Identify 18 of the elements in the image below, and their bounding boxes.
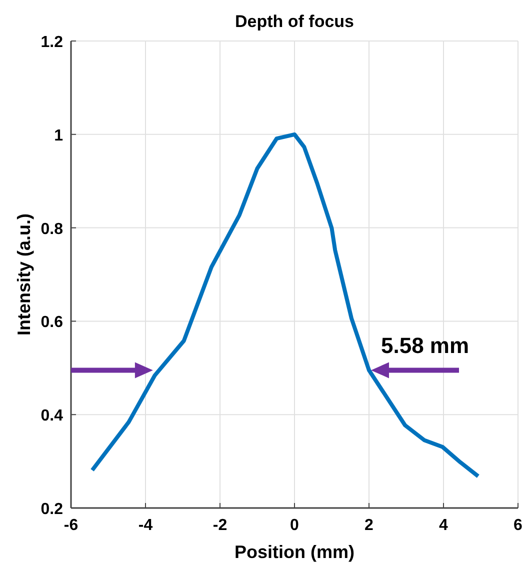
x-tick-label: 6	[514, 517, 523, 534]
line-series	[90, 132, 480, 478]
y-tick-label: 0.4	[40, 408, 64, 425]
x-tick-label: -6	[64, 517, 78, 534]
x-tick-label: 2	[364, 517, 374, 534]
chart-title: Depth of focus	[235, 12, 354, 31]
y-tick-label: 1.2	[40, 34, 64, 51]
x-tick-label: -2	[212, 517, 228, 534]
x-tick-label: 4	[439, 517, 448, 534]
y-axis-title: Intensity (a.u.)	[14, 213, 34, 336]
y-tick-label: 0.2	[40, 501, 64, 518]
y-tick-label: 0.8	[40, 220, 64, 238]
y-tick-label: 0.6	[40, 314, 64, 332]
x-axis-title: Position (mm)	[234, 542, 355, 562]
x-tick-label: 0	[290, 517, 300, 534]
y-tick-label: 1	[54, 127, 64, 144]
annotation: 5.58 mm	[381, 333, 470, 358]
x-tick-label: -4	[138, 517, 153, 534]
